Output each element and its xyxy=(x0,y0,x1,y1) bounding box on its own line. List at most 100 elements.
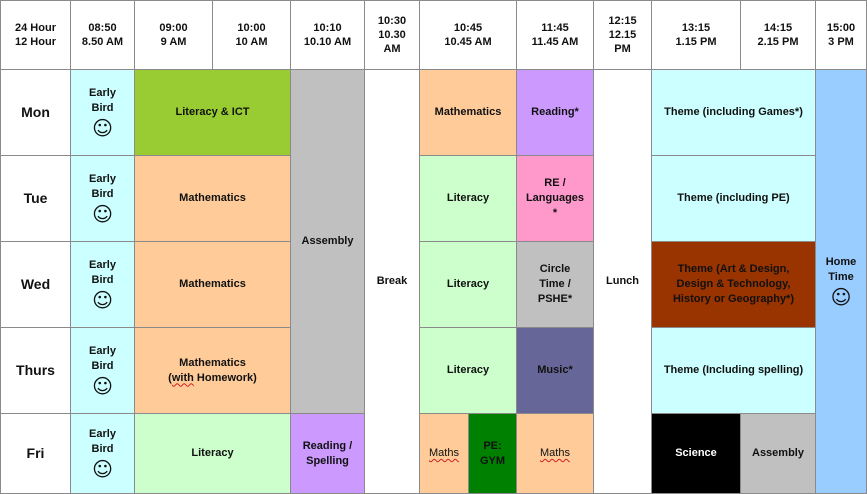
day-label-fri: Fri xyxy=(0,413,71,494)
early-bird-text: Bird xyxy=(91,102,114,114)
circle-text: PSHE* xyxy=(537,292,573,305)
time-col-1215: 12:15 12.15 PM xyxy=(593,0,652,70)
home-time-text: Time xyxy=(828,271,854,283)
time-col-1415: 14:15 2.15 PM xyxy=(740,0,816,70)
time-12h: 10 AM xyxy=(235,36,268,48)
thurs-mathematics-homework: Mathematics (with Homework) xyxy=(134,327,291,414)
day-label-thurs: Thurs xyxy=(0,327,71,414)
fri-maths-b: Maths xyxy=(516,413,594,494)
time-12h-a: 10.30 AM xyxy=(378,28,406,56)
tue-mathematics: Mathematics xyxy=(134,155,291,242)
time-col-0850: 08:50 8.50 AM xyxy=(70,0,135,70)
time-12h: 12.15 PM xyxy=(608,28,637,56)
fri-pe-gym: PE: GYM xyxy=(468,413,517,494)
maths-text: Maths xyxy=(429,447,459,460)
wed-mathematics: Mathematics xyxy=(134,241,291,328)
header-24h-label: 24 Hour xyxy=(15,21,56,34)
time-24h: 11:45 xyxy=(541,21,569,34)
time-24h: 15:00 xyxy=(826,21,856,34)
wed-literacy: Literacy xyxy=(419,241,517,328)
time-24h: 10:45 xyxy=(453,21,483,34)
assembly-block: Assembly xyxy=(290,69,365,414)
early-bird-text: Bird xyxy=(91,443,114,455)
wed-circle-time: Circle Time / PSHE* xyxy=(516,241,594,328)
day-label-tue: Tue xyxy=(0,155,71,242)
smiley-icon: ☺ xyxy=(92,201,113,226)
maths-homework-text: Mathematics xyxy=(179,356,246,369)
theme-art-text: Design & Technology, xyxy=(676,278,791,291)
smiley-icon: ☺ xyxy=(92,456,113,481)
header-corner: 24 Hour 12 Hour xyxy=(0,0,71,70)
tue-literacy: Literacy xyxy=(419,155,517,242)
fri-assembly: Assembly xyxy=(740,413,816,494)
re-text: Languages xyxy=(525,192,585,205)
time-col-1145: 11:45 11.45 AM xyxy=(516,0,594,70)
time-12h: 3 PM xyxy=(828,36,854,48)
home-time-text: Home xyxy=(825,256,857,269)
early-bird-tue: Early Bird ☺ xyxy=(70,155,135,242)
mon-theme: Theme (including Games*) xyxy=(651,69,816,156)
reading-spelling-text: Reading / xyxy=(302,439,353,452)
re-text: * xyxy=(552,206,558,219)
time-24h: 14:15 xyxy=(763,21,793,34)
time-12h: 10.10 AM xyxy=(303,36,352,48)
time-12h: 1.15 PM xyxy=(675,36,717,48)
early-bird-wed: Early Bird ☺ xyxy=(70,241,135,328)
lunch-block: Lunch xyxy=(593,69,652,494)
early-bird-thurs: Early Bird ☺ xyxy=(70,327,135,414)
mon-literacy-ict: Literacy & ICT xyxy=(134,69,291,156)
homework-text: Homework) xyxy=(193,371,257,384)
early-bird-mon: Early Bird ☺ xyxy=(70,69,135,156)
time-col-1000: 10:00 10 AM xyxy=(212,0,291,70)
early-bird-text: Bird xyxy=(91,274,114,286)
maths-text: Maths xyxy=(540,447,570,460)
maths-homework-subtext: (with Homework) xyxy=(168,371,257,386)
thurs-theme: Theme (Including spelling) xyxy=(651,327,816,414)
mon-reading: Reading* xyxy=(516,69,594,156)
early-bird-text: Early xyxy=(89,345,116,358)
time-24h: 12:15 xyxy=(608,14,637,27)
time-24h: 13:15 xyxy=(681,21,711,34)
paren: ( xyxy=(168,371,172,384)
early-bird-text: Early xyxy=(89,87,116,100)
wed-theme-art: Theme (Art & Design, Design & Technology… xyxy=(651,241,816,328)
early-bird-text: Bird xyxy=(91,188,114,200)
time-col-1500: 15:00 3 PM xyxy=(815,0,867,70)
break-block: Break xyxy=(364,69,420,494)
early-bird-fri: Early Bird ☺ xyxy=(70,413,135,494)
fri-maths-a: Maths xyxy=(419,413,469,494)
time-24h: 10:00 xyxy=(237,21,266,34)
circle-text: Time / xyxy=(539,278,571,291)
mon-mathematics: Mathematics xyxy=(419,69,517,156)
time-col-1045: 10:45 10.45 AM xyxy=(419,0,517,70)
gym-text: GYM xyxy=(479,454,506,467)
day-label-mon: Mon xyxy=(0,69,71,156)
reading-spelling-text: Spelling xyxy=(306,454,349,467)
day-label-wed: Wed xyxy=(0,241,71,328)
time-24h: 08:50 xyxy=(88,21,117,34)
time-12h: 11.45 AM xyxy=(531,36,579,48)
fri-literacy: Literacy xyxy=(134,413,291,494)
time-24h: 10:30 xyxy=(377,14,407,27)
time-col-1010: 10:10 10.10 AM xyxy=(290,0,365,70)
with-text: with xyxy=(171,371,194,384)
time-12h: 10.45 AM xyxy=(444,36,492,48)
tue-theme: Theme (including PE) xyxy=(651,155,816,242)
pe-text: PE: xyxy=(483,439,502,452)
early-bird-text: Early xyxy=(89,428,116,441)
time-col-1030: 10:30 10.30 AM xyxy=(364,0,420,70)
early-bird-text: Early xyxy=(89,173,116,186)
fri-science: Science xyxy=(651,413,741,494)
circle-text: Circle xyxy=(539,263,571,276)
theme-art-text: History or Geography*) xyxy=(672,292,795,305)
time-12h: 2.15 PM xyxy=(757,36,799,48)
smiley-icon: ☺ xyxy=(92,287,113,312)
early-bird-text: Bird xyxy=(91,360,114,372)
time-col-1315: 13:15 1.15 PM xyxy=(651,0,741,70)
re-text: RE / xyxy=(544,177,566,190)
thurs-literacy: Literacy xyxy=(419,327,517,414)
time-col-0900: 09:00 9 AM xyxy=(134,0,213,70)
smiley-icon: ☺ xyxy=(92,115,113,140)
time-24h: 09:00 xyxy=(159,21,188,34)
header-12h-label: 12 Hour xyxy=(15,36,56,48)
